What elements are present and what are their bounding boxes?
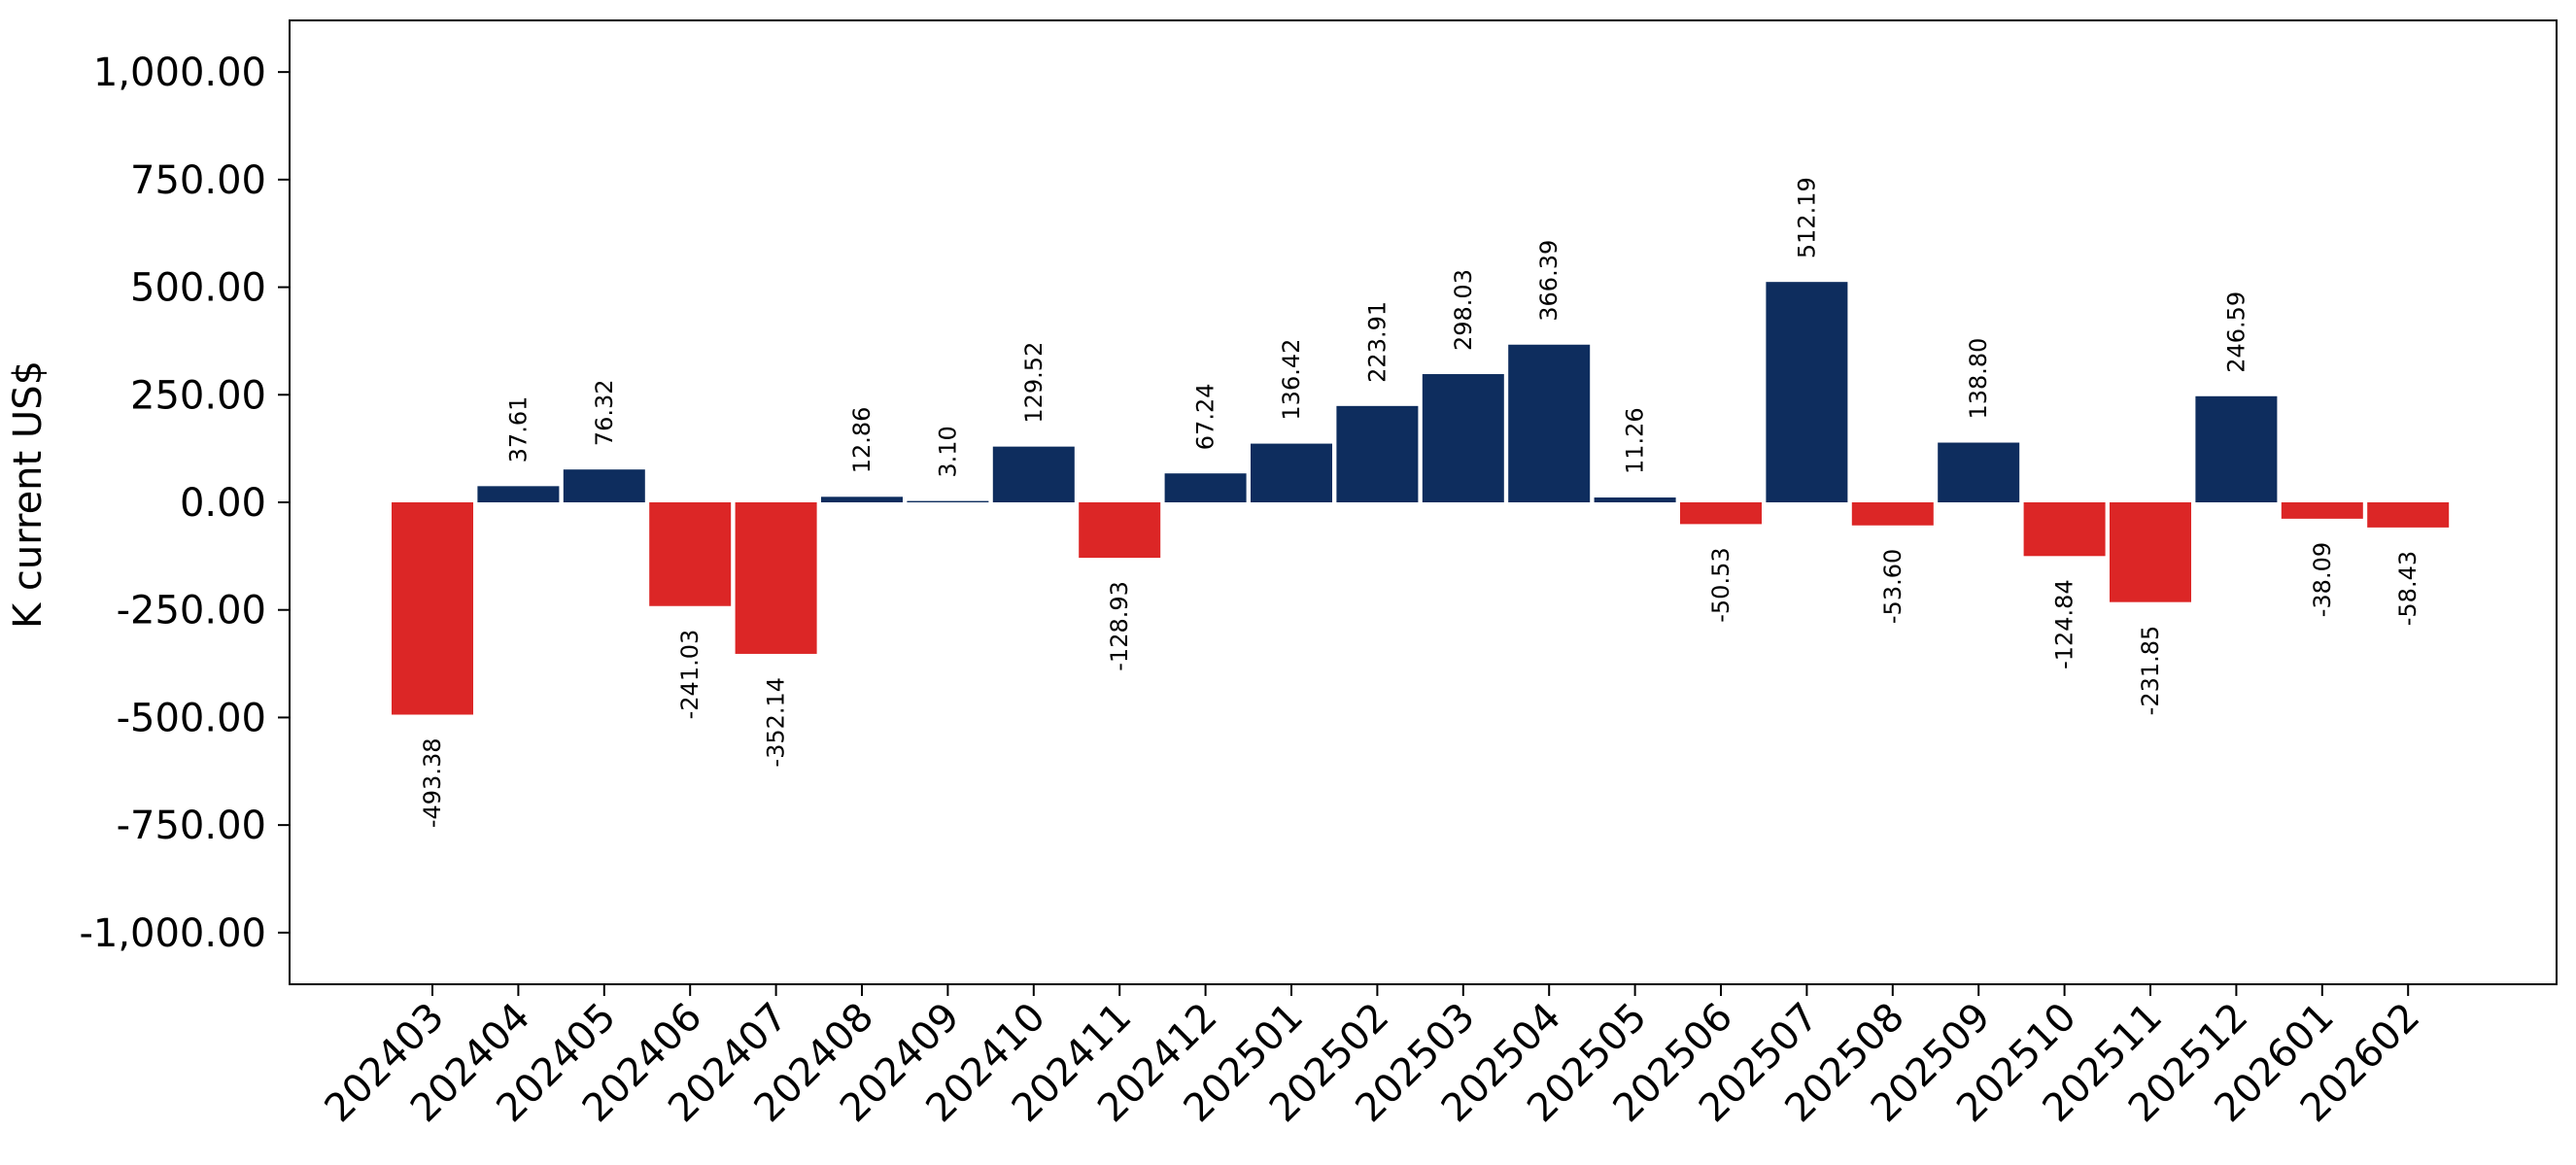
bar <box>1594 497 1676 502</box>
y-tick-label: 750.00 <box>130 158 266 203</box>
bar <box>735 502 817 654</box>
y-tick-label: 0.00 <box>180 481 266 526</box>
data-label: 223.91 <box>1363 301 1391 383</box>
data-labels-group: -493.38 37.61 76.32 -241.03 -352.14 12.86 3.10… <box>419 177 2421 828</box>
data-label: 298.03 <box>1450 269 1477 351</box>
y-axis: -1,000.00 -750.00 -500.00 -250.00 0.00 250.00… <box>79 51 290 956</box>
bar <box>1508 344 1591 502</box>
data-label: 138.80 <box>1965 338 1992 420</box>
bar <box>907 500 989 502</box>
data-label: 366.39 <box>1535 240 1563 322</box>
data-label: -53.60 <box>1879 549 1906 624</box>
bar <box>821 497 903 502</box>
data-label: -128.93 <box>1106 581 1133 671</box>
data-label: 129.52 <box>1020 342 1048 424</box>
data-label: 76.32 <box>591 379 618 446</box>
data-label: -493.38 <box>419 737 446 828</box>
data-label: 12.86 <box>848 407 876 474</box>
data-label: -352.14 <box>763 677 790 768</box>
bar <box>563 469 645 502</box>
y-tick-label: -750.00 <box>117 804 266 848</box>
bar <box>992 446 1075 502</box>
y-tick-label: 1,000.00 <box>93 51 266 95</box>
y-tick-label: -500.00 <box>117 696 266 740</box>
data-label: 136.42 <box>1278 339 1305 421</box>
data-label: -50.53 <box>1707 547 1735 622</box>
data-label: 512.19 <box>1793 177 1820 258</box>
bar <box>1164 473 1247 502</box>
bar <box>1079 502 1161 559</box>
data-label: 246.59 <box>2222 291 2250 373</box>
bar <box>1766 282 1848 502</box>
data-label: 37.61 <box>504 396 532 463</box>
x-axis: 2024032024042024052024062024072024082024… <box>317 984 2428 1131</box>
data-label: -241.03 <box>676 630 704 720</box>
y-tick-label: -250.00 <box>117 589 266 634</box>
bar <box>1251 443 1332 502</box>
data-label: -124.84 <box>2051 579 2078 669</box>
bar <box>477 486 560 502</box>
data-label: 67.24 <box>1192 384 1219 451</box>
bar <box>1938 442 2020 502</box>
data-label: -231.85 <box>2137 626 2164 716</box>
data-label: -38.09 <box>2309 542 2336 617</box>
bar <box>649 502 732 606</box>
y-tick-label: 250.00 <box>130 373 266 418</box>
bar <box>2110 502 2191 602</box>
bar <box>2281 502 2363 519</box>
y-axis-label: K current US$ <box>6 360 51 629</box>
bar <box>2367 502 2450 528</box>
bar <box>1336 405 1419 502</box>
plot-frame <box>289 19 2558 985</box>
data-label: 3.10 <box>934 426 961 477</box>
bars-group <box>392 282 2450 715</box>
y-tick-label: -1,000.00 <box>79 911 266 956</box>
bar <box>2195 395 2278 502</box>
data-label: 11.26 <box>1622 407 1649 474</box>
bar <box>1422 374 1504 502</box>
y-tick-label: 500.00 <box>130 266 266 311</box>
data-label: -58.43 <box>2394 551 2421 626</box>
bar <box>2023 502 2106 557</box>
bar <box>1680 502 1762 525</box>
bar <box>1851 502 1934 526</box>
bar <box>392 502 473 715</box>
